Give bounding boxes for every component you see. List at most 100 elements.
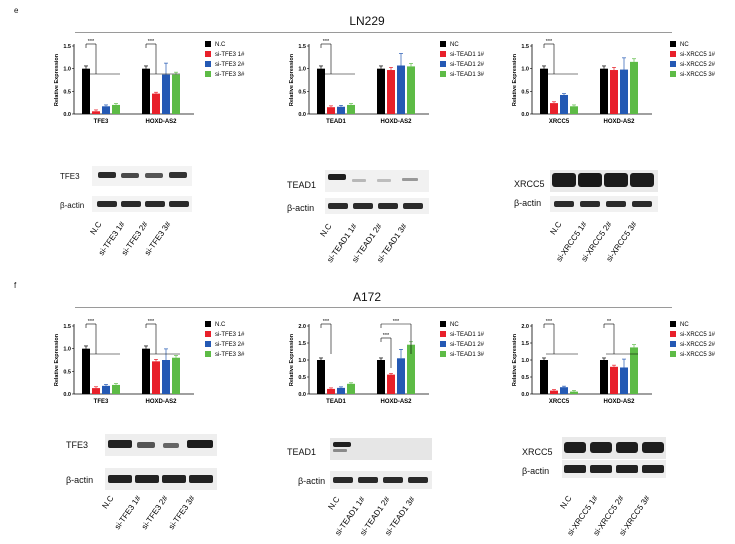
sig-label: *** bbox=[323, 39, 330, 45]
lanes-f-0: N.Csi-TFE3 1#si-TFE3 2#si-TFE3 3# bbox=[100, 494, 197, 532]
y-tick-label: 1.0 bbox=[521, 67, 529, 73]
y-tick-label: 1.5 bbox=[298, 341, 306, 347]
lanes-e-0: N.Csi-TFE3 1#si-TFE3 2#si-TFE3 3# bbox=[88, 220, 173, 258]
legend-swatch bbox=[205, 321, 211, 327]
legend-swatch bbox=[205, 351, 211, 357]
bar bbox=[102, 385, 110, 394]
y-tick-label: 1.5 bbox=[521, 341, 529, 347]
bar bbox=[112, 384, 120, 394]
bar bbox=[630, 347, 638, 394]
lane-label: si-TFE3 2# bbox=[140, 494, 170, 532]
bar bbox=[327, 388, 335, 394]
panel-f-rule bbox=[75, 307, 672, 308]
bar bbox=[337, 387, 345, 394]
y-tick-label: 0.5 bbox=[298, 89, 306, 95]
bar bbox=[162, 360, 170, 394]
bar bbox=[610, 70, 618, 114]
panel-e-rule bbox=[75, 32, 672, 33]
bar bbox=[540, 360, 548, 394]
sig-label: *** bbox=[393, 319, 400, 325]
bar bbox=[172, 74, 180, 114]
bar bbox=[540, 68, 548, 114]
panel-e-letter: e bbox=[14, 6, 19, 15]
y-tick-label: 1.5 bbox=[521, 44, 529, 50]
bar bbox=[92, 388, 100, 394]
x-tick-label: HOXD-AS2 bbox=[603, 399, 635, 405]
y-tick-label: 2.0 bbox=[521, 324, 529, 330]
y-tick-label: 0.5 bbox=[63, 369, 71, 375]
bar bbox=[387, 374, 395, 394]
blot-e-1-target bbox=[325, 170, 429, 192]
bar bbox=[630, 61, 638, 114]
bar bbox=[92, 111, 100, 114]
x-tick-label: TEAD1 bbox=[326, 399, 346, 405]
y-tick-label: 1.5 bbox=[63, 44, 71, 50]
legend-swatch bbox=[205, 341, 211, 347]
legend-label: si-XRCC5 2# bbox=[680, 62, 716, 68]
legend-label: si-XRCC5 1# bbox=[680, 332, 716, 338]
legend-label: si-TFE3 1# bbox=[215, 52, 245, 58]
blot-f-1-control-label: β-actin bbox=[298, 476, 326, 486]
legend-swatch bbox=[205, 51, 211, 57]
x-tick-label: HOXD-AS2 bbox=[380, 119, 412, 125]
x-tick-label: TFE3 bbox=[94, 399, 109, 405]
y-axis-label: Relative Expression bbox=[512, 53, 518, 106]
legend-swatch bbox=[670, 41, 676, 47]
legend-swatch bbox=[440, 41, 446, 47]
bar bbox=[620, 69, 628, 114]
bar bbox=[377, 360, 385, 394]
y-axis-label: Relative Expression bbox=[512, 333, 518, 386]
y-tick-label: 0.5 bbox=[63, 89, 71, 95]
blot-e-1-control-label: β-actin bbox=[287, 203, 315, 213]
legend-label: si-TEAD1 3# bbox=[450, 72, 485, 78]
y-tick-label: 0.0 bbox=[298, 392, 306, 398]
bar bbox=[347, 104, 355, 114]
legend-label: si-TEAD1 2# bbox=[450, 342, 485, 348]
bar bbox=[327, 107, 335, 114]
legend-swatch bbox=[440, 331, 446, 337]
blot-f-0-control bbox=[105, 468, 217, 490]
lane-label: N.C bbox=[88, 220, 103, 237]
bar bbox=[317, 360, 325, 394]
bar bbox=[620, 367, 628, 394]
bar bbox=[397, 358, 405, 394]
blot-f-0-control-label: β-actin bbox=[66, 475, 94, 485]
x-tick-label: XRCC5 bbox=[549, 399, 570, 405]
blot-f-1-target bbox=[330, 438, 432, 460]
bar bbox=[82, 348, 90, 394]
y-tick-label: 1.5 bbox=[298, 44, 306, 50]
bar bbox=[600, 68, 608, 114]
lanes-e-2: N.Csi-XRCC5 1#si-XRCC5 2#si-XRCC5 3# bbox=[548, 220, 639, 264]
y-tick-label: 1.0 bbox=[63, 67, 71, 73]
bar bbox=[397, 65, 405, 114]
legend-label: si-TFE3 1# bbox=[215, 332, 245, 338]
legend-label: NC bbox=[450, 322, 459, 328]
y-tick-label: 0.0 bbox=[63, 112, 71, 118]
bar bbox=[152, 361, 160, 394]
bar bbox=[377, 68, 385, 114]
bar bbox=[142, 348, 150, 394]
bar bbox=[337, 106, 345, 114]
bar bbox=[407, 66, 415, 114]
x-tick-label: TEAD1 bbox=[326, 119, 346, 125]
legend-swatch bbox=[670, 51, 676, 57]
bar bbox=[407, 344, 415, 394]
y-tick-label: 1.0 bbox=[521, 358, 529, 364]
legend-swatch bbox=[205, 61, 211, 67]
lanes-e-1: N.Csi-TEAD1 1#si-TEAD1 2#si-TEAD1 3# bbox=[318, 222, 409, 265]
legend-label: NC bbox=[450, 42, 459, 48]
blot-e-1-target-label: TEAD1 bbox=[287, 180, 317, 190]
y-axis-label: Relative Expression bbox=[289, 53, 295, 106]
panel-f-title: A172 bbox=[352, 290, 382, 304]
y-tick-label: 1.0 bbox=[298, 358, 306, 364]
legend-label: N.C bbox=[215, 42, 226, 48]
legend-swatch bbox=[670, 341, 676, 347]
sig-label: ** bbox=[607, 319, 612, 325]
blot-e-1-control bbox=[325, 198, 429, 214]
lanes-f-1: N.Csi-TEAD1 1#si-TEAD1 2#si-TEAD1 3# bbox=[326, 495, 417, 538]
legend-label: si-TEAD1 1# bbox=[450, 52, 485, 58]
lane-label: N.C bbox=[548, 220, 563, 237]
